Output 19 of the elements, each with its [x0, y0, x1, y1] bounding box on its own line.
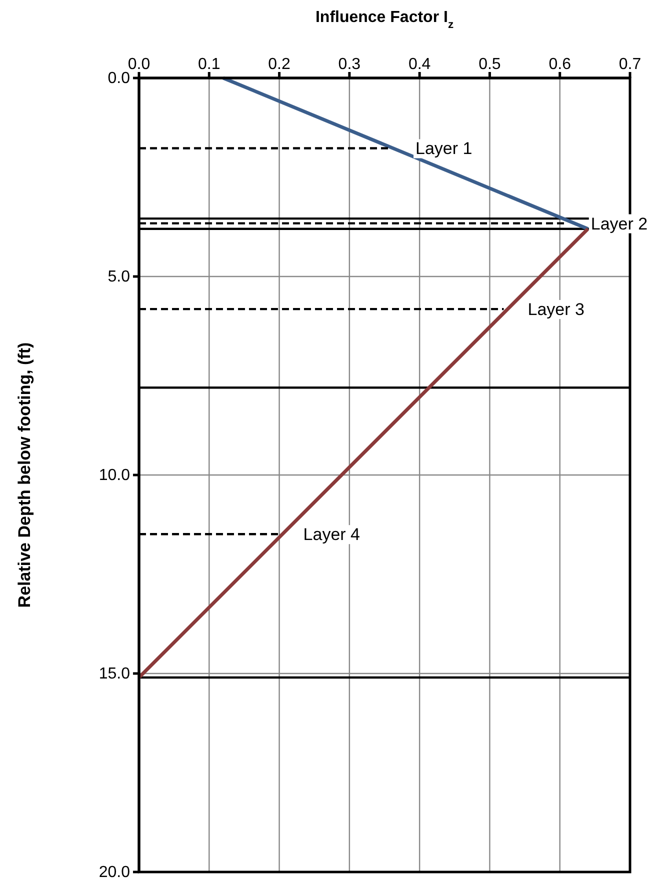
annotation: Layer 4: [303, 525, 360, 544]
x-tick-label: 0.6: [548, 56, 572, 73]
y-tick-label: 15.0: [98, 666, 130, 683]
y-tick-label: 10.0: [98, 467, 130, 484]
x-tick-label: 0.2: [268, 56, 291, 73]
annotation: Layer 1: [416, 139, 472, 158]
x-tick-label: 0.0: [128, 56, 150, 73]
x-tick-label: 0.4: [408, 56, 431, 73]
y-axis-title: Relative Depth below footing, (ft): [15, 342, 34, 608]
x-tick-label: 0.1: [198, 56, 220, 73]
x-tick-label: 0.5: [478, 56, 501, 73]
y-tick-label: 0.0: [108, 70, 130, 88]
x-axis-title: Influence Factor I$_{z}$: [315, 9, 454, 31]
annotation: Layer 2: [590, 214, 648, 234]
y-tick-label: 20.0: [98, 864, 130, 882]
x-tick-label: 0.7: [618, 56, 642, 73]
x-tick-label: 0.3: [338, 56, 361, 73]
y-tick-label: 5.0: [108, 268, 130, 286]
annotation: Layer 3: [528, 300, 584, 320]
